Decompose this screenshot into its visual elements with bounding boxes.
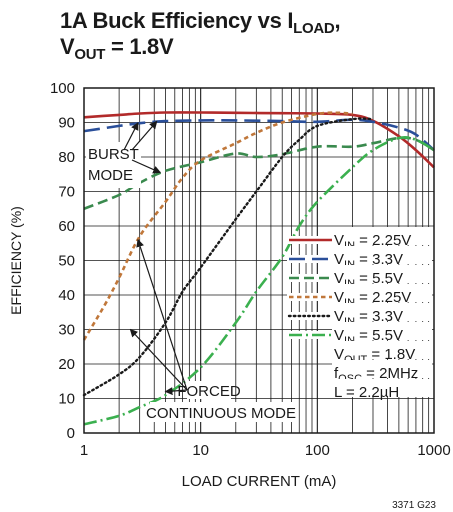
x-tick-label: 1000 bbox=[417, 442, 450, 459]
chart-title-line2: VOUT = 1.8V bbox=[60, 34, 450, 63]
x-tick-label: 10 bbox=[192, 442, 209, 459]
y-tick-label: 100 bbox=[50, 80, 75, 97]
forced-arrow-2 bbox=[129, 328, 188, 391]
chart-title-line1: 1A Buck Efficiency vs ILOAD, bbox=[60, 8, 450, 37]
x-tick-label: 100 bbox=[305, 442, 330, 459]
forced-label-bg-1 bbox=[187, 381, 231, 399]
legend-swatch-bg bbox=[287, 255, 334, 263]
y-tick-label: 80 bbox=[58, 149, 75, 166]
forced-label-bg-2 bbox=[150, 402, 292, 422]
legend-label-bg bbox=[332, 227, 432, 245]
series-line-2 bbox=[83, 118, 435, 152]
series-group bbox=[82, 111, 435, 426]
legend-label-bg bbox=[332, 246, 432, 264]
forced-mode-label-line1: FORCED bbox=[177, 383, 241, 400]
legend-label-bg bbox=[332, 265, 432, 283]
burst-arrow-1 bbox=[123, 121, 139, 151]
burst-mode-label-line1: BURST bbox=[88, 146, 139, 163]
legend-label-bg bbox=[332, 284, 432, 302]
y-tick-label: 30 bbox=[58, 322, 75, 339]
condition-bg bbox=[332, 379, 432, 397]
y-tick-label: 90 bbox=[58, 115, 75, 132]
condition-bg bbox=[332, 360, 432, 378]
series-line-6 bbox=[83, 135, 435, 426]
legend-label-bg bbox=[332, 322, 432, 340]
legend: VIN = 2.25VVIN = 3.3VVIN = 5.5VVIN = 2.2… bbox=[287, 227, 432, 401]
forced-arrow-3 bbox=[164, 387, 188, 396]
condition-bg bbox=[332, 341, 432, 359]
y-tick-label: 40 bbox=[58, 287, 75, 304]
forced-arrow-1 bbox=[136, 238, 188, 391]
y-tick-label: 70 bbox=[58, 184, 75, 201]
y-tick-label: 50 bbox=[58, 253, 75, 270]
plot-frame bbox=[83, 87, 435, 434]
title-line1-subscript: LOAD bbox=[293, 20, 335, 37]
legend-swatch-bg bbox=[287, 293, 334, 301]
series-line-3 bbox=[83, 136, 435, 211]
title-line1-text: 1A Buck Efficiency vs I bbox=[60, 8, 294, 33]
y-tick-label: 20 bbox=[58, 356, 75, 373]
title-line2-tail: = 1.8V bbox=[105, 34, 174, 59]
legend-label-bg bbox=[332, 303, 432, 321]
figure-id: 3371 G23 bbox=[392, 500, 436, 511]
y-tick-label: 60 bbox=[58, 218, 75, 235]
title-line2-text: V bbox=[60, 34, 75, 59]
condition-label-3: L = 2.2µH bbox=[334, 384, 399, 401]
title-line1-tail: , bbox=[334, 8, 341, 33]
annotations: BURST MODE FORCED CONTINUOUS MODE bbox=[86, 120, 296, 422]
forced-mode-label-line2: CONTINUOUS MODE bbox=[146, 405, 296, 422]
title-line2-subscript: OUT bbox=[74, 46, 106, 63]
x-tick-label: 1 bbox=[80, 442, 88, 459]
chart-title: 1A Buck Efficiency vs ILOAD, VOUT = 1.8V bbox=[60, 8, 450, 63]
burst-arrow-2 bbox=[131, 120, 158, 151]
series-line-1 bbox=[83, 111, 435, 169]
y-tick-label: 10 bbox=[58, 391, 75, 408]
y-tick-label: 0 bbox=[67, 425, 75, 442]
burst-arrow-3 bbox=[131, 159, 162, 174]
burst-mode-label-line2: MODE bbox=[88, 167, 133, 184]
legend-swatch-bg bbox=[287, 331, 334, 339]
y-axis-label: EFFICIENCY (%) bbox=[8, 206, 24, 315]
x-axis-label: LOAD CURRENT (mA) bbox=[182, 473, 337, 490]
series-line-5 bbox=[82, 117, 375, 397]
